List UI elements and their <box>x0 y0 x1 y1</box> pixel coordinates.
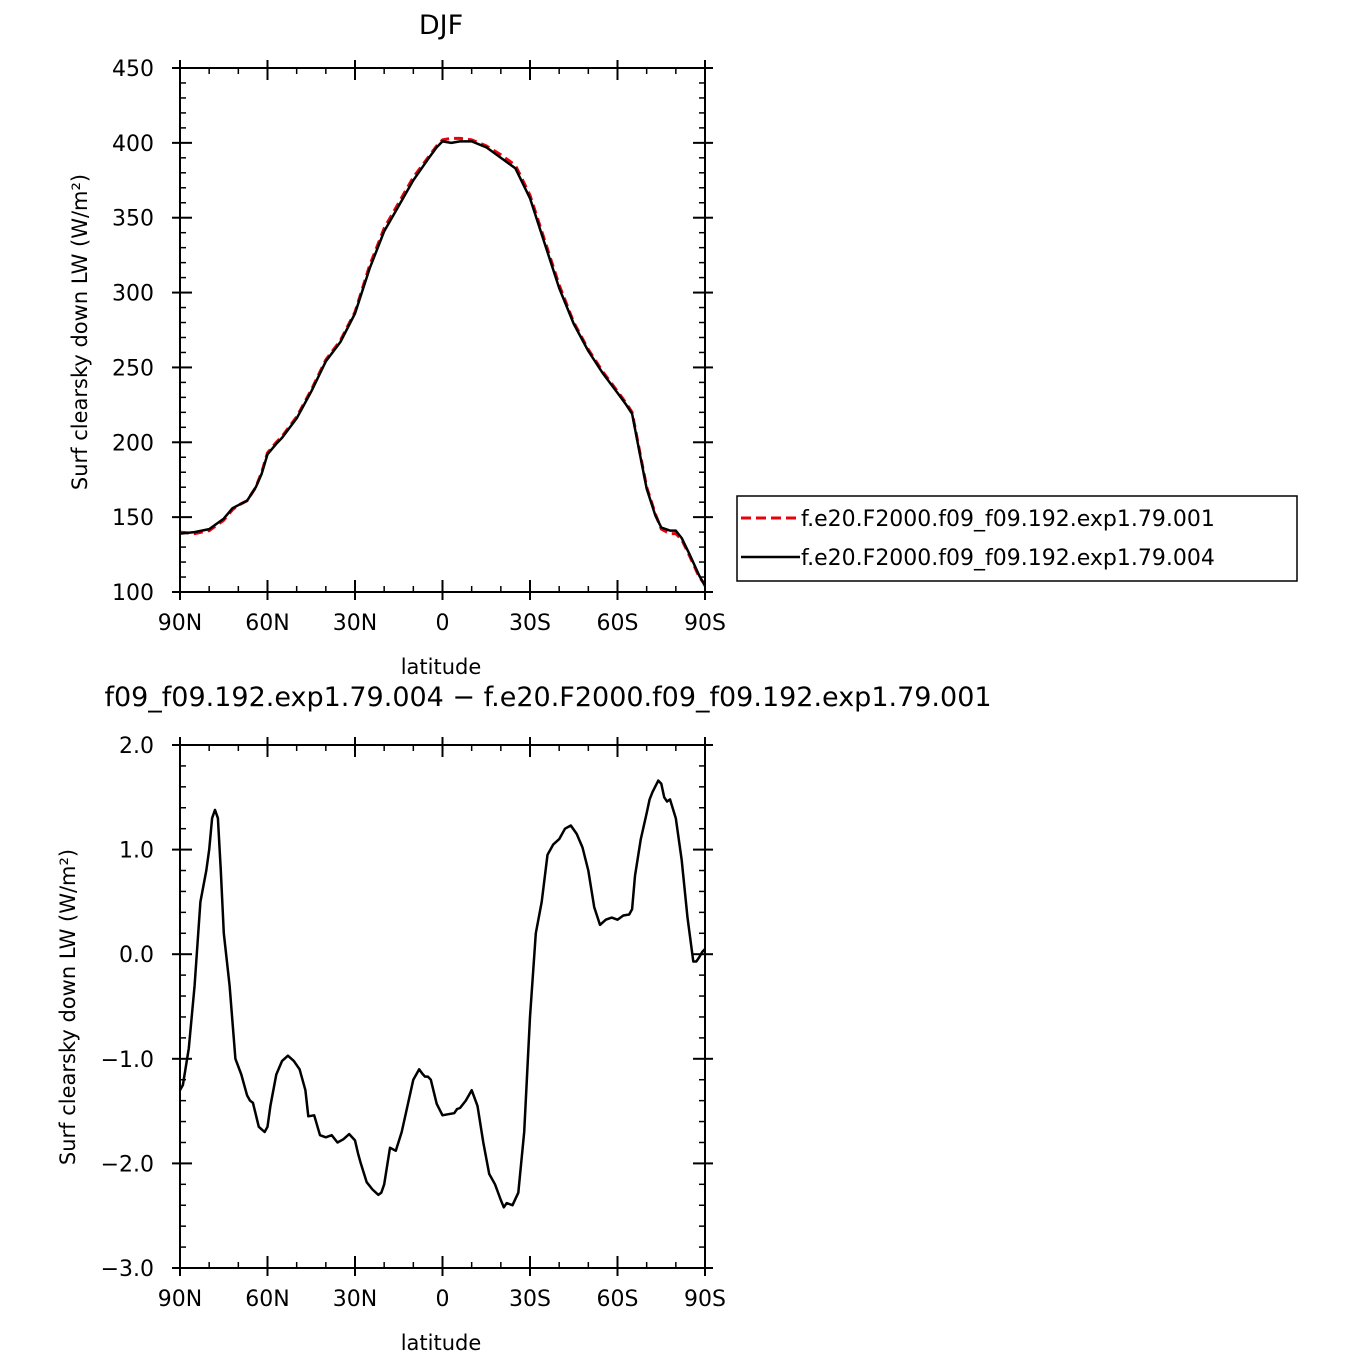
top-x-tick-label: 90S <box>684 611 726 636</box>
top-plot-frame <box>179 67 706 593</box>
top-y-tick-label: 450 <box>112 57 154 82</box>
legend-label-004: f.e20.F2000.f09_f09.192.exp1.79.004 <box>801 546 1215 571</box>
top-x-axis-label: latitude <box>401 655 482 679</box>
top-y-tick-label: 250 <box>112 356 154 381</box>
bottom-series-lines <box>178 779 706 1209</box>
legend: f.e20.F2000.f09_f09.192.exp1.79.001 f.e2… <box>736 495 1298 582</box>
top-x-tick-label: 60N <box>245 611 289 636</box>
bottom-y-tick-label: 2.0 <box>119 734 154 759</box>
bottom-y-tick-label: 1.0 <box>119 839 154 864</box>
top-x-tick-label: 90N <box>158 611 202 636</box>
top-x-tick-label: 60S <box>597 611 639 636</box>
bottom-chart-title: f09_f09.192.exp1.79.004 − f.e20.F2000.f0… <box>104 682 991 713</box>
top-y-tick-label: 350 <box>112 207 154 232</box>
bottom-x-tick-label: 0 <box>436 1287 450 1312</box>
top-x-tick-label: 30S <box>509 611 551 636</box>
top-series-line-2 <box>179 140 707 587</box>
top-y-axis-label: Surf clearsky down LW (W/m²) <box>68 174 92 490</box>
bottom-x-tick-label: 90N <box>158 1287 202 1312</box>
bottom-y-tick-label: −3.0 <box>101 1257 154 1282</box>
top-y-tick-label: 200 <box>112 431 154 456</box>
bottom-y-tick-label: −1.0 <box>101 1048 154 1073</box>
bottom-y-tick-label: 0.0 <box>119 943 154 968</box>
bottom-y-tick-label: −2.0 <box>101 1152 154 1177</box>
bottom-panel: f09_f09.192.exp1.79.004 − f.e20.F2000.f0… <box>56 682 992 1355</box>
top-series-lines <box>179 136 707 587</box>
top-panel: DJF latitude Surf clearsky down LW (W/m²… <box>68 10 726 679</box>
top-series-line-1 <box>179 136 707 586</box>
top-y-tick-label: 100 <box>112 581 154 606</box>
bottom-x-tick-label: 90S <box>684 1287 726 1312</box>
legend-box <box>736 495 1298 582</box>
bottom-axes: 90N 60N 30N 0 30S 60S 90S 2.0 1.0 0.0 −1.0 −2.0 −3.0 <box>101 734 726 1312</box>
bottom-x-tick-label: 30N <box>333 1287 377 1312</box>
top-chart-title: DJF <box>419 10 463 41</box>
bottom-x-tick-label: 60N <box>245 1287 289 1312</box>
bottom-y-axis-label: Surf clearsky down LW (W/m²) <box>56 849 80 1165</box>
bottom-x-tick-label: 30S <box>509 1287 551 1312</box>
top-y-tick-label: 300 <box>112 282 154 307</box>
bottom-series-line-1 <box>178 779 706 1209</box>
top-y-tick-label: 150 <box>112 506 154 531</box>
top-x-tick-label: 0 <box>436 611 450 636</box>
top-y-tick-label: 400 <box>112 132 154 157</box>
bottom-plot-frame <box>179 744 706 1269</box>
top-axes: 90N 60N 30N 0 30S 60S 90S 100 150 200 250 300 350 400… <box>112 57 726 636</box>
top-x-tick-label: 30N <box>333 611 377 636</box>
bottom-x-axis-label: latitude <box>401 1331 482 1355</box>
bottom-x-tick-label: 60S <box>597 1287 639 1312</box>
legend-label-001: f.e20.F2000.f09_f09.192.exp1.79.001 <box>801 507 1215 532</box>
